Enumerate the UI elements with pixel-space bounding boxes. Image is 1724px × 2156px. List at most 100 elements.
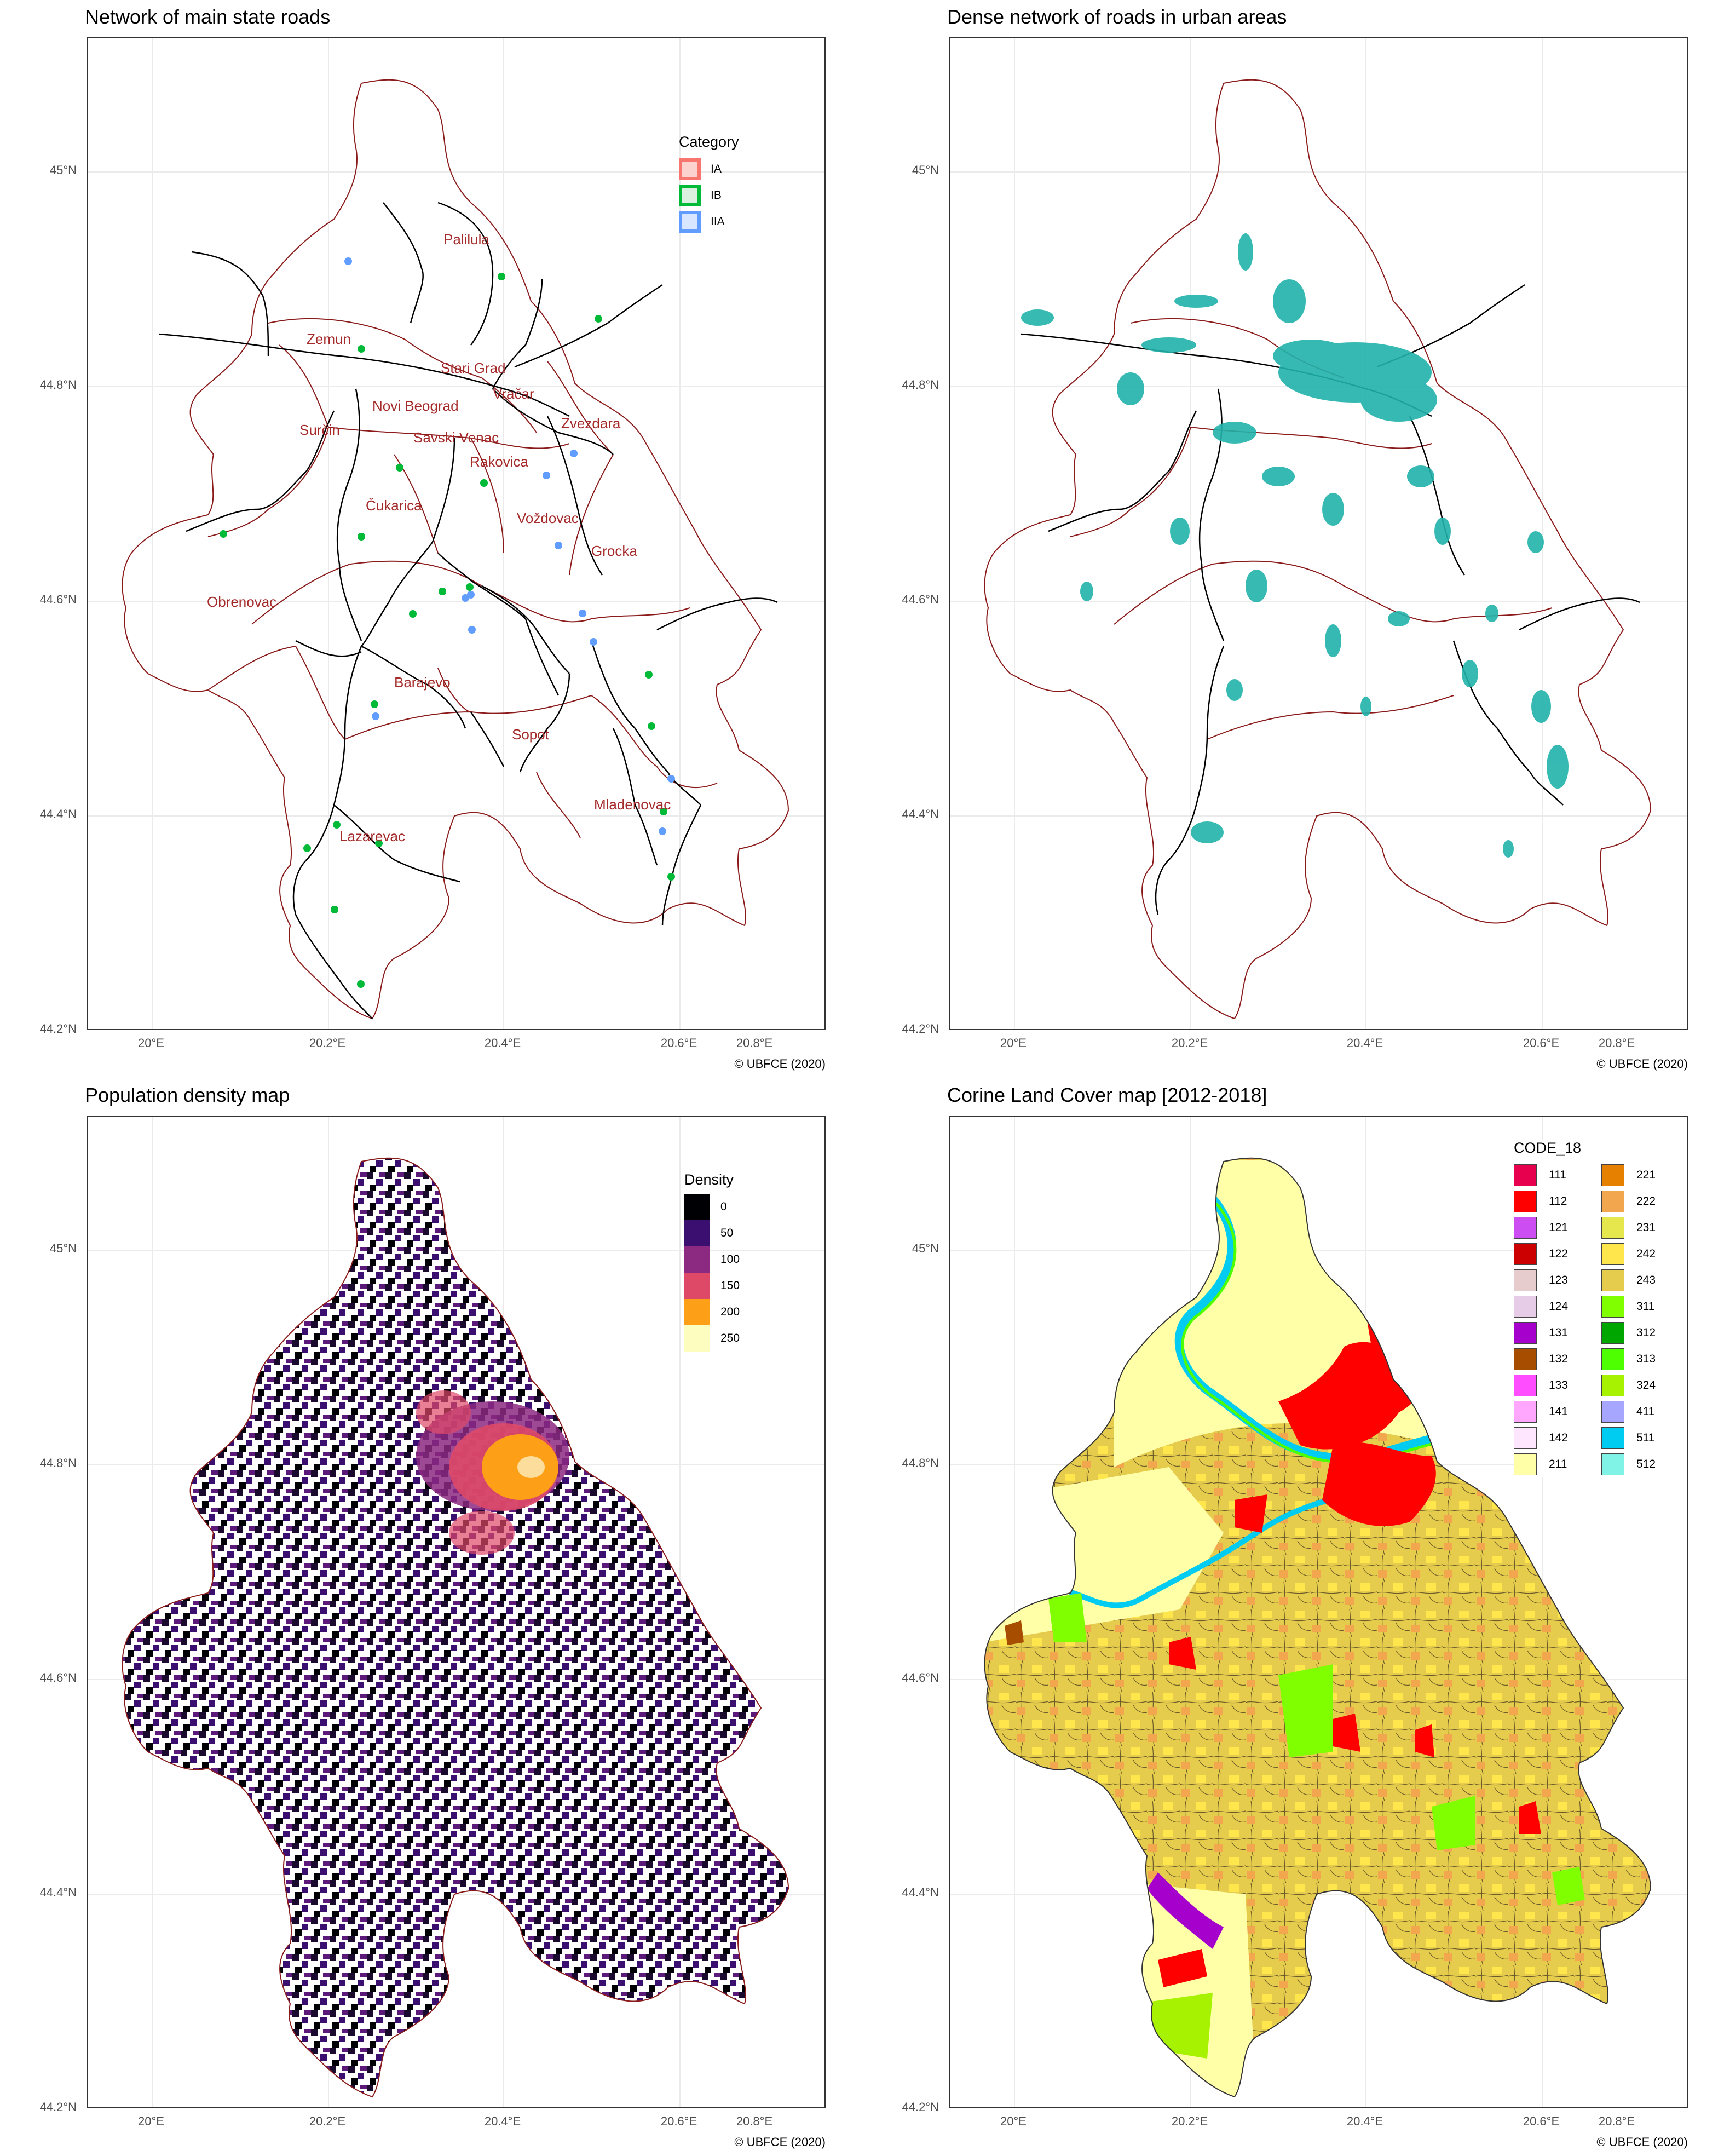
legend-color-key xyxy=(684,1220,710,1246)
legend-label: 123 xyxy=(1549,1274,1569,1286)
legend-color-key xyxy=(1601,1322,1624,1344)
municipality-boundaries xyxy=(122,79,789,1020)
legend-color-key xyxy=(1514,1348,1537,1370)
municipality-boundaries xyxy=(984,79,1652,1020)
credit-text: © UBFCE (2020) xyxy=(734,2135,826,2149)
x-tick-label: 20.4°E xyxy=(1346,1036,1383,1050)
y-tick-label: 45°N xyxy=(49,163,77,177)
legend-item: 242 xyxy=(1601,1241,1687,1267)
legend-item: 131 xyxy=(1514,1320,1601,1346)
legend-color-key xyxy=(1601,1348,1624,1370)
legend-label: 313 xyxy=(1636,1353,1656,1365)
legend-label: 243 xyxy=(1636,1274,1656,1286)
y-tick-label: 44.8°N xyxy=(902,378,939,392)
map-label: Barajevo xyxy=(394,674,451,691)
legend-item: IIA xyxy=(679,209,739,235)
legend-item: 511 xyxy=(1601,1425,1687,1451)
legend-item: IA xyxy=(679,156,739,182)
legend-label: 150 xyxy=(720,1279,740,1292)
legend-label: 124 xyxy=(1549,1300,1569,1313)
panel-title: Population density map xyxy=(85,1084,290,1106)
legend-color-key xyxy=(1514,1296,1537,1318)
legend-label: 100 xyxy=(720,1253,740,1266)
legend-label: 132 xyxy=(1549,1353,1569,1365)
legend-title: CODE_18 xyxy=(1514,1140,1582,1156)
map-plot-area[interactable] xyxy=(949,37,1688,1030)
legend-label: 141 xyxy=(1549,1405,1569,1418)
y-tick-label: 44.6°N xyxy=(39,1671,77,1684)
x-tick-label: 20.2°E xyxy=(1171,2114,1208,2128)
legend-color-key xyxy=(684,1194,710,1220)
legend-key-ib xyxy=(679,185,701,206)
legend-label: 121 xyxy=(1549,1221,1569,1234)
y-tick-label: 44.8°N xyxy=(39,378,77,392)
urban-road-clusters xyxy=(1021,233,1569,858)
y-tick-label: 44.2°N xyxy=(902,1022,939,1036)
credit-text: © UBFCE (2020) xyxy=(1596,2135,1688,2149)
y-tick-label: 45°N xyxy=(49,1241,77,1255)
x-tick-label: 20.8°E xyxy=(1598,1036,1635,1050)
legend-color-key xyxy=(684,1299,710,1325)
x-tick-label: 20°E xyxy=(1000,2114,1027,2128)
legend-grid: 111 221 112 222 121 231 122 242 123 243 … xyxy=(1514,1162,1687,1477)
y-tick-label: 44.2°N xyxy=(39,2100,77,2114)
legend-item: IB xyxy=(679,182,739,209)
legend-item: 150 xyxy=(684,1273,740,1299)
legend-item: 124 xyxy=(1514,1293,1601,1320)
credit-text: © UBFCE (2020) xyxy=(734,1057,826,1071)
legend-item: 512 xyxy=(1601,1451,1687,1477)
x-tick-label: 20.8°E xyxy=(736,1036,773,1050)
legend-item: 142 xyxy=(1514,1425,1601,1451)
y-tick-label: 44.6°N xyxy=(902,1671,939,1684)
legend-color-key xyxy=(1514,1217,1537,1239)
map-label: Obrenovac xyxy=(207,594,276,610)
legend-density: Density 0 50 100 150 200 xyxy=(684,1171,740,1352)
legend-item: 111 xyxy=(1514,1162,1601,1188)
legend-color-key xyxy=(1514,1191,1537,1212)
legend-color-key xyxy=(1601,1191,1624,1212)
legend-item: 411 xyxy=(1601,1399,1687,1425)
legend-label: 131 xyxy=(1549,1326,1569,1339)
legend-label: 0 xyxy=(720,1200,727,1213)
legend-item: 313 xyxy=(1601,1346,1687,1372)
legend-color-key xyxy=(1601,1243,1624,1265)
x-tick-label: 20.6°E xyxy=(1523,1036,1560,1050)
legend-label: 122 xyxy=(1549,1247,1569,1260)
legend-item: 0 xyxy=(684,1194,740,1220)
legend-item: 112 xyxy=(1514,1188,1601,1215)
x-tick-label: 20°E xyxy=(1000,1036,1027,1050)
map-plot-area[interactable]: Density 0 50 100 150 200 xyxy=(87,1116,826,2108)
legend-color-key xyxy=(1514,1322,1537,1344)
legend-code-18: CODE_18 111 221 112 222 121 231 122 242 … xyxy=(1514,1140,1687,1477)
legend-label: IIA xyxy=(711,215,725,228)
x-tick-label: 20.4°E xyxy=(484,2114,521,2128)
legend-color-key xyxy=(1601,1427,1624,1449)
legend-color-key xyxy=(1514,1401,1537,1423)
map-plot-area[interactable]: Palilula Zemun Stari Grad Vračar Novi Be… xyxy=(87,37,826,1030)
roads-map: Palilula Zemun Stari Grad Vračar Novi Be… xyxy=(88,38,824,1029)
y-tick-label: 44.8°N xyxy=(902,1456,939,1470)
legend-color-key xyxy=(684,1325,710,1352)
legend-label: 221 xyxy=(1636,1169,1656,1181)
y-tick-label: 45°N xyxy=(912,1241,939,1255)
legend-item: 141 xyxy=(1514,1399,1601,1425)
legend-color-key xyxy=(1601,1375,1624,1396)
map-label: Čukarica xyxy=(366,497,422,514)
legend-title: Category xyxy=(679,134,739,150)
y-tick-label: 44.4°N xyxy=(39,807,77,821)
map-label: Zvezdara xyxy=(561,415,621,432)
x-tick-label: 20.6°E xyxy=(660,1036,697,1050)
legend-label: 511 xyxy=(1636,1431,1655,1444)
y-tick-label: 45°N xyxy=(912,163,939,177)
legend-item: 133 xyxy=(1514,1372,1601,1399)
legend-color-key xyxy=(1514,1269,1537,1291)
x-tick-label: 20.6°E xyxy=(1523,2114,1560,2128)
legend-item: 50 xyxy=(684,1220,740,1246)
y-tick-label: 44.4°N xyxy=(39,1885,77,1899)
legend-title: Density xyxy=(684,1171,734,1188)
legend-label: 133 xyxy=(1549,1379,1569,1392)
legend-key-ia xyxy=(679,158,701,180)
legend-item: 231 xyxy=(1601,1215,1687,1241)
legend-item: 222 xyxy=(1601,1188,1687,1215)
map-plot-area[interactable]: CODE_18 111 221 112 222 121 231 122 242 … xyxy=(949,1116,1688,2108)
